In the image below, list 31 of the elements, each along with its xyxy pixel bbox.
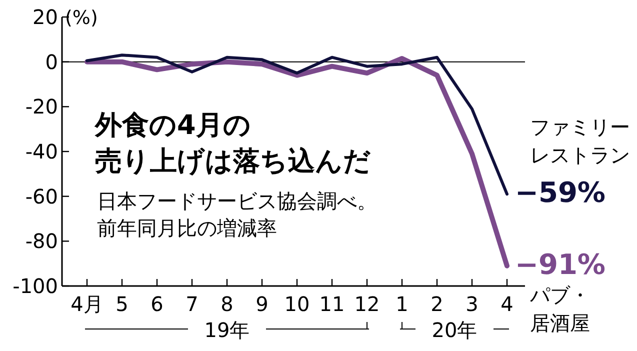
text: 20年	[432, 318, 478, 342]
text: 19年	[204, 318, 250, 342]
x-tick-label: 5	[116, 292, 128, 316]
y-tick-label: 0	[45, 50, 58, 74]
x-tick-label: 7	[186, 292, 198, 316]
x-tick-label: 4月	[70, 292, 104, 316]
x-tick-label: 10	[284, 292, 310, 316]
x-tick-label: 2	[430, 292, 444, 316]
x-tick-label: 8	[220, 292, 234, 316]
y-tick-label: 20	[32, 5, 58, 29]
y-tick-label: -60	[25, 184, 58, 208]
x-tick-label: 6	[150, 292, 164, 316]
text: 日本フードサービス協会調べ。前年同月比の増減率	[97, 189, 377, 240]
text: 外食の4月の売り上げは落ち込んだ	[94, 110, 371, 177]
y-tick-label: -20	[25, 94, 58, 119]
y-tick-label: -40	[25, 140, 58, 164]
x-tick-label: 1	[396, 292, 408, 316]
x-tick-label: 11	[319, 292, 345, 316]
series-label: レストラン	[530, 143, 630, 167]
series-label: ファミリー	[530, 115, 630, 139]
x-tick-label: 12	[354, 292, 380, 316]
x-tick-label: 3	[466, 292, 478, 316]
data-label: −59%	[515, 176, 606, 210]
y-axis-title: (%)	[65, 7, 98, 29]
y-tick-label: -100	[12, 274, 58, 298]
x-tick-label: 9	[256, 292, 268, 316]
data-label: −91%	[515, 248, 606, 281]
x-tick-label: 4	[500, 292, 514, 316]
series-label: 居酒屋	[530, 311, 590, 335]
y-tick-label: -80	[25, 229, 58, 254]
series-label: パブ・	[530, 283, 590, 307]
